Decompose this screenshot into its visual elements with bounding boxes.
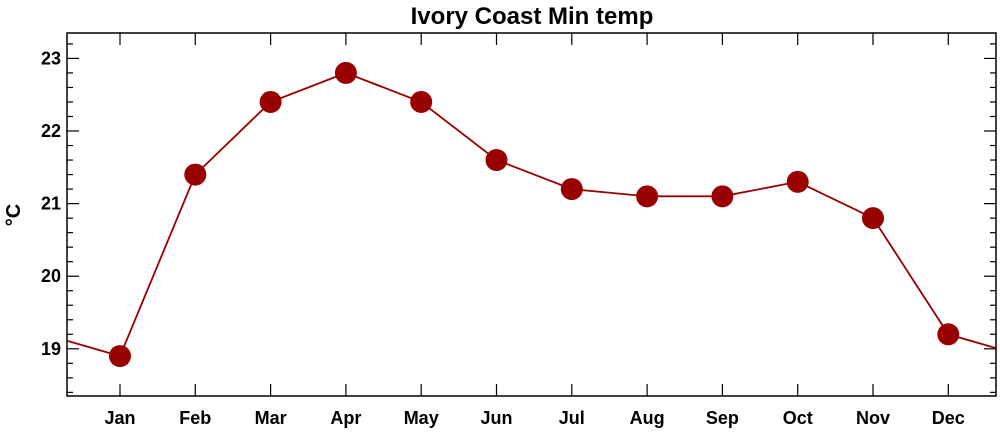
y-tick-label: 20 (41, 266, 61, 286)
plot-frame (66, 32, 997, 397)
x-tick-label: Jan (104, 408, 135, 428)
y-tick-labels: 19 20 21 22 23 (41, 48, 61, 358)
x-tick-label: Oct (783, 408, 813, 428)
data-point-apr (334, 61, 357, 84)
x-tick-label: Dec (932, 408, 965, 428)
y-axis-title: °C (3, 204, 25, 226)
data-point-jan (109, 345, 131, 368)
x-tick-label: Apr (330, 408, 361, 428)
y-tick-label: 23 (41, 48, 61, 68)
data-point-may (410, 90, 433, 113)
data-point-dec (937, 323, 960, 346)
x-tick-labels: Jan Feb Mar Apr May Jun Jul Aug Sep Oct Nov Dec (104, 408, 964, 428)
data-point-nov (862, 207, 884, 230)
x-tick-label: Mar (255, 408, 287, 428)
x-tick-label: Aug (630, 408, 665, 428)
data-point-feb (184, 163, 207, 186)
x-tick-label: Sep (706, 408, 739, 428)
data-point-jul (560, 178, 583, 201)
y-tick-label: 19 (41, 339, 61, 359)
x-tick-label: Nov (856, 408, 890, 428)
data-point-aug (636, 185, 659, 208)
chart-title: Ivory Coast Min temp (411, 3, 654, 30)
data-point-sep (711, 185, 734, 208)
x-tick-label: May (404, 408, 439, 428)
y-tick-label: 22 (41, 121, 61, 141)
series-group (66, 61, 997, 368)
axis-ticks (67, 33, 996, 396)
data-point-mar (259, 90, 282, 113)
data-point-jun (485, 149, 508, 172)
x-tick-label: Feb (179, 408, 211, 428)
x-tick-label: Jun (480, 408, 512, 428)
series-line (66, 71, 997, 358)
data-point-oct (786, 170, 809, 193)
x-tick-label: Jul (559, 408, 585, 428)
y-tick-label: 21 (41, 194, 61, 214)
